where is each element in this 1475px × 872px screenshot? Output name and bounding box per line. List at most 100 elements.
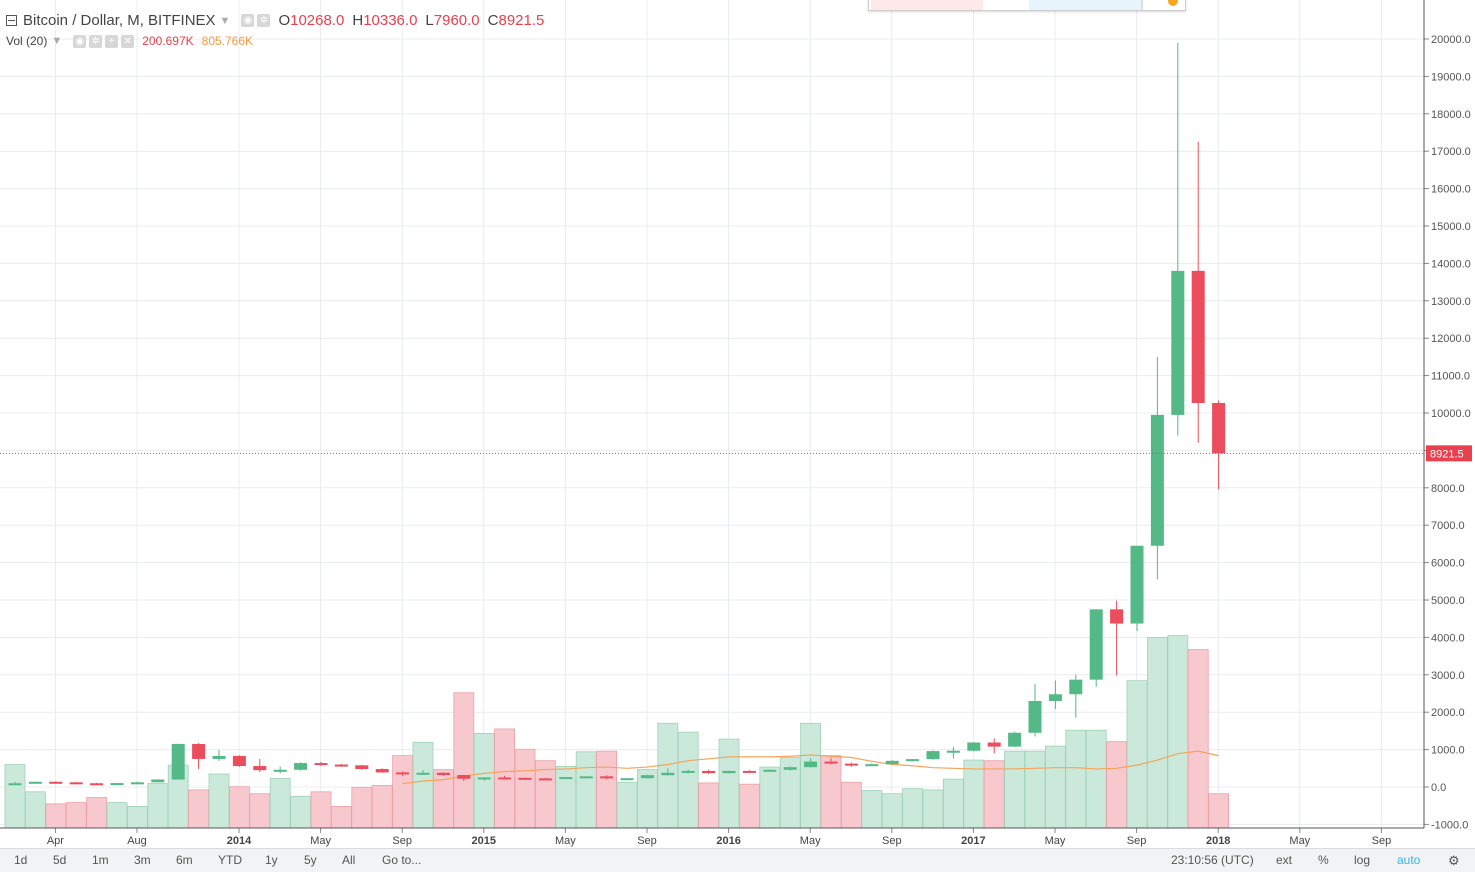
range-3m-button[interactable]: 3m — [134, 853, 151, 867]
volume-bar — [616, 781, 638, 829]
chevron-down-icon[interactable]: ▼ — [219, 14, 231, 27]
range-5y-button[interactable]: 5y — [304, 853, 317, 867]
volume-value: 200.697K — [142, 34, 194, 48]
range-5d-button[interactable]: 5d — [53, 853, 67, 867]
ext-toggle[interactable]: ext — [1276, 853, 1293, 867]
volume-bar — [820, 755, 842, 829]
volume-bar — [1126, 680, 1148, 829]
volume-title[interactable]: Vol (20) — [6, 34, 48, 48]
candle-body — [334, 764, 348, 767]
candle-body — [1130, 545, 1144, 624]
y-tick-label: 1000.0 — [1431, 745, 1465, 757]
auto-toggle[interactable]: auto — [1397, 853, 1421, 867]
y-tick-label: 19000.0 — [1431, 71, 1471, 83]
x-tick-label: Sep — [637, 835, 657, 847]
volume-ma-line — [402, 750, 1219, 785]
range-1d-button[interactable]: 1d — [14, 853, 28, 867]
x-tick-label: Sep — [392, 835, 412, 847]
candle-body — [538, 778, 552, 781]
volume-bar — [861, 790, 883, 829]
x-tick-label: 2017 — [961, 835, 985, 847]
candle-body — [926, 751, 940, 760]
high-value: 10336.0 — [363, 12, 418, 29]
volume-bar — [943, 778, 964, 829]
y-tick-label: 5000.0 — [1431, 595, 1465, 607]
x-tick-label: 2016 — [716, 835, 740, 847]
candle-body — [375, 769, 389, 773]
low-label: L — [425, 12, 434, 29]
volume-chevron-down-icon[interactable]: ▼ — [51, 35, 63, 47]
volume-bar — [188, 789, 210, 829]
candle-body — [253, 766, 267, 771]
volume-ma-value: 805.766K — [201, 34, 254, 48]
candle-body — [416, 772, 430, 775]
volume-add-icon[interactable]: + — [105, 34, 119, 48]
range-6m-button[interactable]: 6m — [176, 853, 193, 867]
symbol-legend: Bitcoin / Dollar, M, BITFINEX ▼ ◉ ✲ O 102… — [6, 12, 544, 29]
log-toggle[interactable]: log — [1354, 853, 1371, 867]
settings-icon[interactable]: ✲ — [257, 14, 271, 27]
candle-body — [130, 782, 144, 785]
volume-bar — [1085, 729, 1107, 829]
volume-settings-icon[interactable]: ✲ — [89, 34, 103, 48]
popup-status-icon — [1168, 0, 1178, 6]
top-popup-fragment — [868, 0, 1186, 11]
volume-bar — [555, 766, 577, 829]
candle-body — [967, 742, 981, 751]
volume-bar — [453, 692, 475, 829]
candle-body — [477, 777, 491, 780]
price-chart[interactable]: 20000.0 19000.0 18000.0 17000.0 16000.0 15000… — [0, 0, 1475, 848]
volume-bar — [412, 741, 434, 829]
y-tick-label: 15000.0 — [1431, 221, 1471, 233]
eye-icon[interactable]: ◉ — [241, 14, 255, 27]
symbol-title[interactable]: Bitcoin / Dollar, M, BITFINEX — [23, 12, 216, 29]
volume-bar — [759, 766, 781, 829]
volume-close-icon[interactable]: ✕ — [121, 34, 135, 48]
x-tick-label: May — [555, 835, 576, 847]
volume-bar — [841, 781, 862, 829]
candle-body — [498, 777, 512, 780]
range-ytd-button[interactable]: YTD — [218, 853, 242, 867]
volume-bar — [514, 748, 536, 829]
volume-bar — [228, 786, 250, 829]
y-tick-label: 3000.0 — [1431, 670, 1465, 682]
volume-bar — [1004, 750, 1025, 829]
volume-legend: Vol (20) ▼ ◉ ✲ + ✕ 200.697K 805.766K — [6, 34, 253, 48]
x-tick-label: May — [310, 835, 331, 847]
gear-icon[interactable]: ⚙ — [1448, 853, 1460, 868]
candle-body — [436, 772, 450, 776]
high-label: H — [352, 12, 364, 29]
collapse-icon[interactable] — [6, 15, 17, 26]
volume-bar — [86, 797, 107, 829]
volume-bar — [45, 803, 67, 829]
volume-bar — [739, 783, 760, 829]
candle-body — [702, 770, 716, 774]
candle-body — [681, 770, 695, 773]
volume-bar — [902, 788, 923, 829]
volume-bar — [575, 751, 597, 829]
x-tick-label: Aug — [127, 835, 147, 847]
x-tick-label: May — [800, 835, 821, 847]
x-tick-label: Sep — [882, 835, 902, 847]
volume-bar — [698, 782, 719, 829]
range-1m-button[interactable]: 1m — [92, 853, 109, 867]
candle-body — [49, 781, 63, 784]
candle-body — [1212, 402, 1226, 454]
volume-bar — [290, 795, 312, 829]
y-tick-label: 4000.0 — [1431, 632, 1465, 644]
candle-body — [1069, 679, 1083, 695]
range-1y-button[interactable]: 1y — [265, 853, 278, 867]
volume-bar — [269, 778, 291, 829]
chart-grid — [0, 0, 1424, 828]
range-all-button[interactable]: All — [342, 853, 356, 867]
volume-bar — [351, 786, 373, 829]
goto-button[interactable]: Go to... — [382, 853, 422, 867]
candle-body — [844, 763, 858, 766]
volume-bar — [1147, 637, 1168, 829]
clock-readout[interactable]: 23:10:56 (UTC) — [1171, 853, 1254, 867]
y-tick-label: 6000.0 — [1431, 558, 1465, 570]
volume-eye-icon[interactable]: ◉ — [73, 34, 87, 48]
candle-body — [783, 767, 797, 770]
percent-toggle[interactable]: % — [1318, 853, 1329, 867]
volume-bar — [881, 793, 903, 829]
